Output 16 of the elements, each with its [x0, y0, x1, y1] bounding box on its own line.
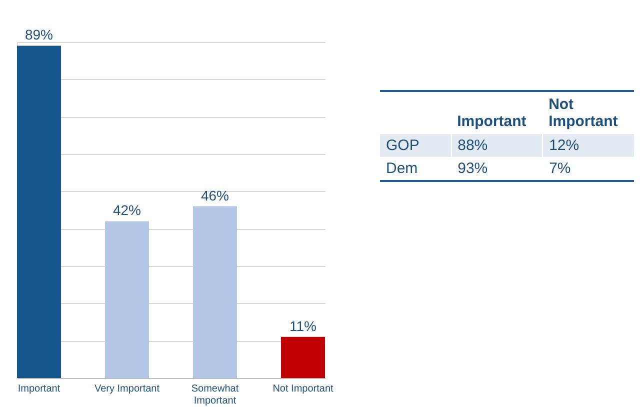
data-label: 11% — [290, 318, 316, 334]
data-label: 42% — [112, 202, 142, 218]
x-tick-label: Important — [18, 384, 60, 394]
data-label: 88% — [451, 134, 543, 157]
row-shading: GOP 88% 12% — [380, 134, 634, 157]
x-tick-label: Very Important — [94, 384, 160, 394]
data-label: 12% — [542, 134, 634, 157]
x-tick-label: Not Important — [272, 384, 334, 394]
x-tick-label: Somewhat Important — [191, 384, 239, 406]
category-label: Important — [456, 112, 528, 132]
legend-label: Dem — [385, 159, 419, 179]
data-label: 46% — [200, 187, 230, 204]
data-label: 89% — [24, 26, 54, 43]
category-label: Not Important — [548, 95, 619, 132]
data-label: 7% — [542, 157, 634, 181]
data-label: 93% — [451, 157, 543, 181]
